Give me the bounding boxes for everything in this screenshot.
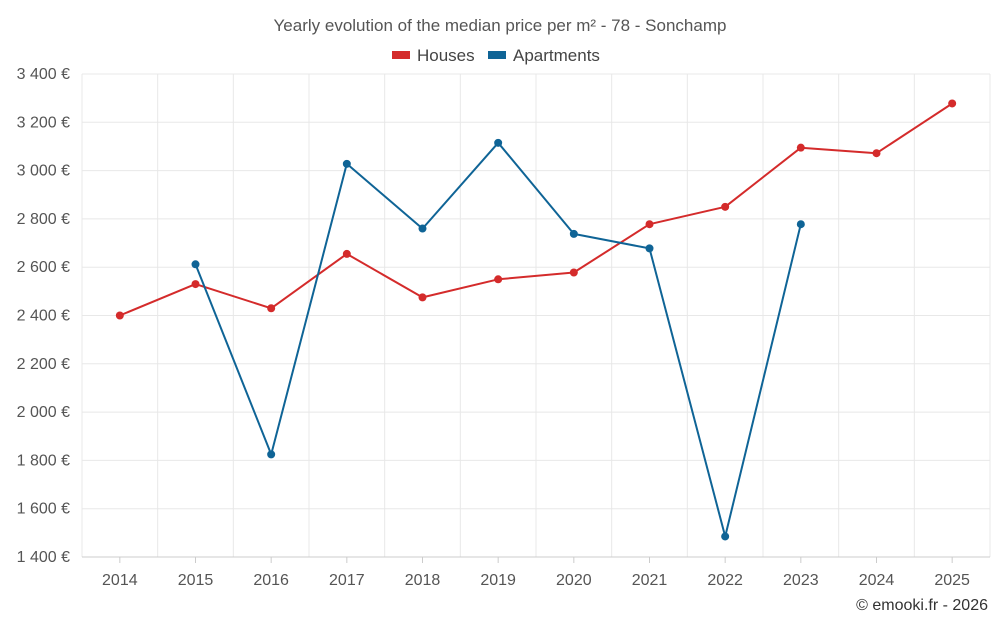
data-point-apartments-2015[interactable]: [191, 260, 200, 269]
series-layer: [115, 99, 957, 541]
data-point-houses-2023[interactable]: [796, 143, 805, 152]
series-line-houses: [119, 102, 953, 317]
y-tick-label: 3 200 €: [17, 114, 70, 131]
legend-swatch: [392, 51, 410, 59]
series-houses: [115, 99, 957, 320]
series-apartments: [191, 138, 805, 541]
data-point-houses-2016[interactable]: [267, 304, 276, 313]
data-point-apartments-2019[interactable]: [494, 138, 503, 147]
legend-swatch: [488, 51, 506, 59]
data-point-houses-2021[interactable]: [645, 220, 654, 229]
legend[interactable]: Houses Apartments: [392, 46, 600, 65]
y-tick-label: 3 400 €: [17, 66, 70, 83]
x-tick-label: 2024: [859, 572, 895, 589]
x-tick-label: 2019: [480, 572, 516, 589]
x-tick-label: 2025: [934, 572, 970, 589]
data-point-houses-2024[interactable]: [872, 149, 881, 158]
credit-text: © emooki.fr - 2026: [856, 597, 988, 614]
data-point-houses-2014[interactable]: [115, 311, 124, 320]
data-point-apartments-2018[interactable]: [418, 224, 427, 233]
data-point-houses-2019[interactable]: [494, 275, 503, 284]
data-point-apartments-2016[interactable]: [267, 450, 276, 459]
data-point-apartments-2021[interactable]: [645, 244, 654, 253]
y-tick-label: 2 400 €: [17, 308, 70, 325]
legend-item-houses[interactable]: Houses: [392, 46, 475, 65]
x-tick-label: 2023: [783, 572, 819, 589]
chart-title: Yearly evolution of the median price per…: [274, 16, 727, 35]
x-tick-label: 2017: [329, 572, 365, 589]
data-point-houses-2025[interactable]: [948, 99, 957, 108]
legend-label: Apartments: [513, 46, 600, 65]
y-tick-label: 2 800 €: [17, 211, 70, 228]
x-tick-label: 2014: [102, 572, 138, 589]
x-tick-label: 2021: [632, 572, 668, 589]
y-tick-label: 1 400 €: [17, 549, 70, 566]
legend-item-apartments[interactable]: Apartments: [488, 46, 600, 65]
data-point-apartments-2023[interactable]: [796, 220, 805, 229]
y-tick-label: 1 800 €: [17, 452, 70, 469]
x-tick-label: 2015: [178, 572, 214, 589]
data-point-apartments-2017[interactable]: [342, 159, 351, 168]
data-point-houses-2017[interactable]: [342, 249, 351, 258]
y-tick-label: 3 000 €: [17, 163, 70, 180]
legend-label: Houses: [417, 46, 475, 65]
x-tick-label: 2018: [405, 572, 441, 589]
data-point-houses-2020[interactable]: [569, 268, 578, 277]
axes: 1 400 € 1 600 € 1 800 € 2 000 € 2 200 € 2 400…: [17, 66, 990, 589]
data-point-apartments-2022[interactable]: [721, 532, 730, 541]
y-tick-label: 2 200 €: [17, 356, 70, 373]
x-tick-label: 2016: [253, 572, 289, 589]
series-line-apartments: [194, 141, 802, 538]
data-point-houses-2022[interactable]: [721, 202, 730, 211]
grid: [81, 73, 991, 557]
data-point-houses-2018[interactable]: [418, 293, 427, 302]
data-point-apartments-2020[interactable]: [569, 229, 578, 238]
y-tick-label: 1 600 €: [17, 501, 70, 518]
x-tick-label: 2022: [707, 572, 743, 589]
y-tick-label: 2 000 €: [17, 404, 70, 421]
data-point-houses-2015[interactable]: [191, 280, 200, 289]
x-tick-label: 2020: [556, 572, 592, 589]
y-tick-label: 2 600 €: [17, 259, 70, 276]
